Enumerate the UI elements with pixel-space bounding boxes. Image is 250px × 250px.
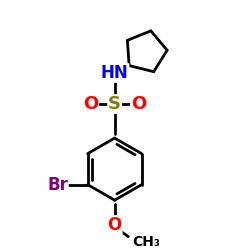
Text: CH₃: CH₃ — [132, 234, 160, 248]
Text: O: O — [108, 216, 122, 234]
Text: O: O — [131, 95, 146, 113]
Text: HN: HN — [101, 64, 128, 82]
Text: S: S — [108, 95, 121, 113]
Text: Br: Br — [47, 176, 68, 194]
Text: O: O — [83, 95, 98, 113]
